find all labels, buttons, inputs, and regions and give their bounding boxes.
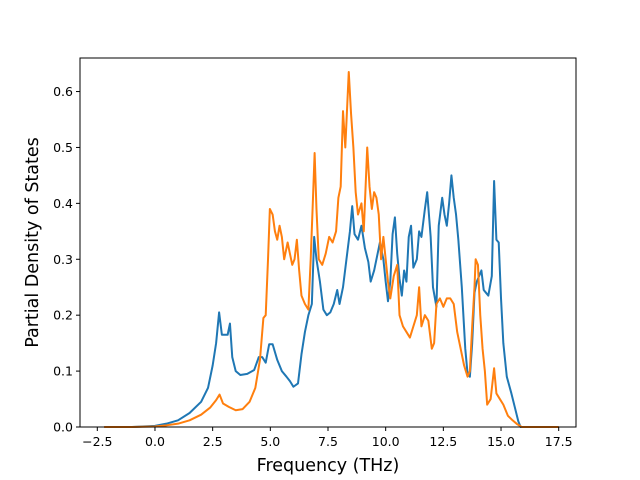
y-tick-label: 0.6 — [53, 84, 73, 99]
x-axis-title: Frequency (THz) — [257, 456, 400, 476]
y-tick-label: 0.1 — [53, 364, 73, 379]
x-tick-label: 0.0 — [145, 434, 165, 449]
y-tick-label: 0.5 — [53, 140, 73, 155]
x-tick-label: 10.0 — [372, 434, 400, 449]
y-tick-label: 0.0 — [53, 420, 73, 435]
series-layer — [104, 70, 559, 428]
x-tick-label: 7.5 — [318, 434, 338, 449]
x-axis: −2.5 0.0 2.5 5.0 7.5 10.0 12.5 15.0 17.5 — [82, 427, 573, 449]
x-tick-label: −2.5 — [82, 434, 112, 449]
x-tick-label: 2.5 — [203, 434, 223, 449]
y-tick-label: 0.4 — [53, 196, 73, 211]
y-axis-title: Partial Density of States — [23, 137, 43, 348]
series-line-2 — [104, 70, 559, 428]
y-tick-label: 0.3 — [53, 252, 73, 267]
x-tick-label: 15.0 — [487, 434, 515, 449]
y-axis: 0.0 0.1 0.2 0.3 0.4 0.5 0.6 — [53, 84, 80, 435]
x-tick-label: 5.0 — [260, 434, 280, 449]
y-tick-label: 0.2 — [53, 308, 73, 323]
x-tick-label: 17.5 — [545, 434, 573, 449]
x-tick-label: 12.5 — [429, 434, 457, 449]
